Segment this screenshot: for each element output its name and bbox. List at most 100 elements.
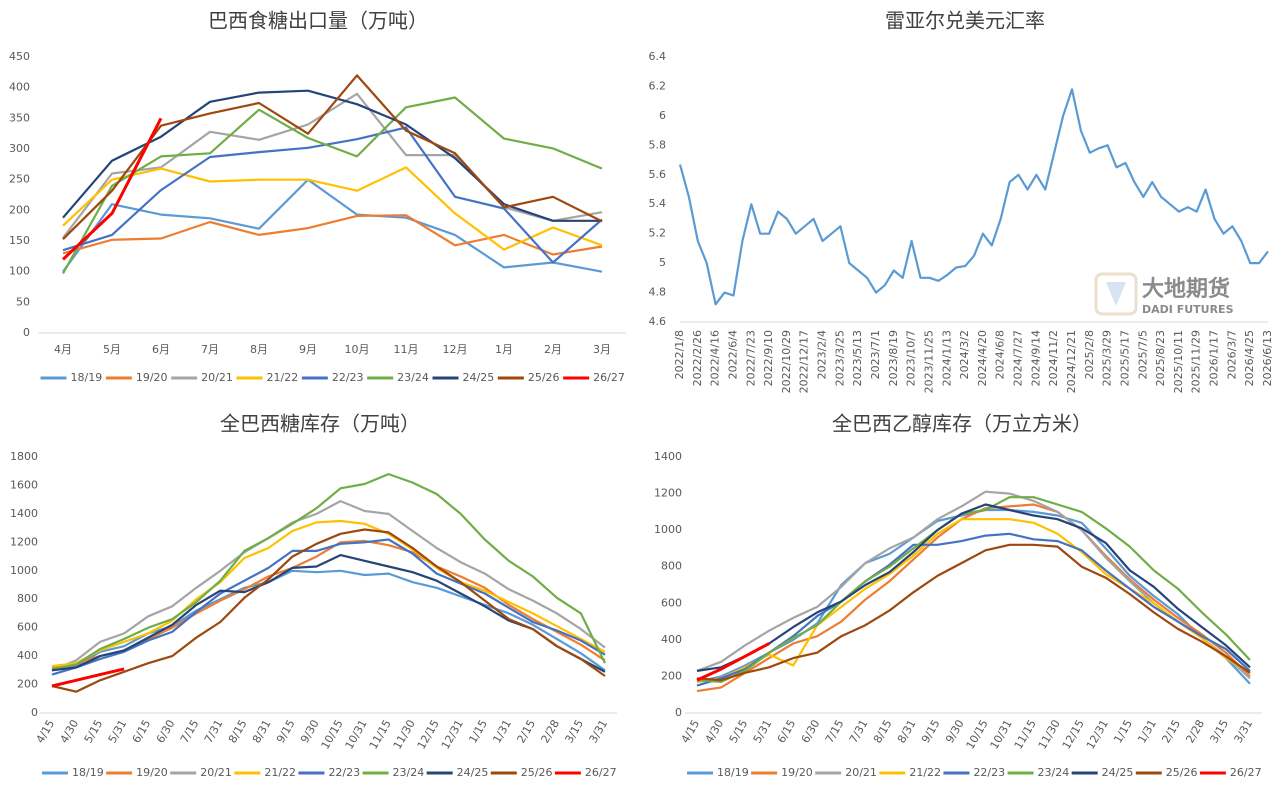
y-tick-label: 200 (661, 669, 682, 682)
legend-label: 20/21 (845, 766, 877, 779)
y-tick-label: 6.2 (649, 79, 667, 92)
x-tick-label: 8/31 (250, 718, 274, 746)
legend-label: 23/24 (1038, 766, 1070, 779)
y-tick-label: 6 (659, 109, 666, 122)
chart-title: 巴西食糖出口量（万吨） (208, 9, 428, 33)
x-tick-label: 2024/4/20 (976, 330, 989, 386)
series-line (51, 538, 606, 676)
x-tick-label: 2025/2/8 (1083, 330, 1096, 379)
x-tick-label: 11/30 (391, 718, 418, 752)
x-tick-label: 2026/1/17 (1208, 330, 1221, 386)
y-tick-label: 5 (659, 256, 666, 269)
x-tick-label: 1/31 (490, 718, 514, 746)
x-tick-label: 2025/8/23 (1154, 330, 1167, 386)
x-tick-label: 5/15 (82, 718, 106, 746)
x-tick-label: 2025/3/29 (1101, 330, 1114, 386)
series-line (62, 126, 603, 264)
y-tick-label: 1400 (10, 507, 38, 520)
x-tick-label: 2月 (544, 343, 562, 356)
x-tick-label: 2025/7/5 (1136, 330, 1149, 379)
x-tick-label: 2022/6/4 (726, 330, 739, 379)
x-tick-label: 9/15 (919, 718, 943, 746)
y-tick-label: 0 (675, 706, 682, 719)
x-tick-label: 7/31 (202, 718, 226, 746)
y-tick-label: 300 (9, 142, 30, 155)
legend-label: 24/25 (457, 766, 489, 779)
y-tick-label: 200 (17, 678, 38, 691)
x-tick-label: 2023/3/25 (833, 330, 846, 386)
series-line (61, 117, 163, 261)
x-tick-label: 2023/2/4 (816, 330, 829, 379)
x-tick-label: 1/31 (1135, 718, 1159, 746)
x-tick-label: 5月 (103, 343, 121, 356)
series-line (62, 178, 603, 273)
x-tick-label: 5/31 (751, 718, 775, 746)
x-tick-label: 2025/5/17 (1118, 330, 1131, 386)
watermark-cn: 大地期货 (1142, 276, 1230, 302)
y-tick-label: 1000 (654, 523, 682, 536)
y-tick-label: 0 (23, 326, 30, 339)
series-line (62, 89, 602, 222)
legend-label: 19/20 (136, 766, 168, 779)
x-tick-label: 3/31 (587, 718, 611, 746)
legend-label: 22/23 (973, 766, 1005, 779)
x-tick-label: 2022/7/23 (744, 330, 757, 386)
legend-label: 24/25 (1102, 766, 1134, 779)
y-tick-label: 50 (16, 295, 30, 308)
legend-label: 19/20 (136, 371, 168, 384)
x-tick-label: 12/31 (439, 718, 466, 752)
chart-title: 雷亚尔兑美元汇率 (885, 9, 1045, 33)
y-tick-label: 5.6 (649, 168, 667, 181)
y-tick-label: 450 (9, 50, 30, 63)
x-tick-label: 2023/8/19 (887, 330, 900, 386)
x-tick-label: 9/30 (943, 718, 967, 746)
legend-label: 21/22 (267, 371, 299, 384)
legend-label: 20/21 (201, 371, 233, 384)
x-tick-label: 2025/11/29 (1190, 330, 1203, 393)
x-tick-label: 11月 (394, 343, 419, 356)
x-tick-label: 12/15 (415, 718, 442, 752)
x-tick-label: 2024/3/2 (958, 330, 971, 379)
y-tick-label: 1200 (654, 487, 682, 500)
watermark-en: DADI FUTURES (1142, 303, 1234, 316)
x-tick-label: 12/31 (1084, 718, 1111, 752)
y-tick-label: 1600 (10, 478, 38, 491)
x-tick-label: 2022/9/10 (762, 330, 775, 386)
x-tick-label: 2023/10/7 (905, 330, 918, 386)
series-line (678, 88, 1269, 306)
y-tick-label: 600 (661, 596, 682, 609)
x-tick-label: 4/30 (58, 718, 82, 746)
series-line (51, 519, 606, 668)
legend-label: 22/23 (328, 766, 360, 779)
y-tick-label: 5.8 (649, 138, 667, 151)
series-line (696, 503, 1251, 672)
x-tick-label: 2024/1/13 (940, 330, 953, 386)
legend-label: 20/21 (200, 766, 232, 779)
series-line (51, 500, 606, 672)
x-tick-label: 2024/9/14 (1029, 330, 1042, 386)
x-tick-label: 2026/3/7 (1225, 330, 1238, 379)
y-tick-label: 800 (17, 592, 38, 605)
legend-label: 18/19 (71, 371, 103, 384)
x-tick-label: 2022/12/17 (798, 330, 811, 393)
series-line (62, 214, 603, 256)
series-line (696, 496, 1251, 683)
x-tick-label: 2023/11/25 (922, 330, 935, 393)
x-tick-label: 6/30 (154, 718, 178, 746)
x-tick-label: 7/31 (847, 718, 871, 746)
x-tick-label: 3/31 (1232, 718, 1256, 746)
y-tick-label: 0 (31, 706, 38, 719)
x-tick-label: 6/30 (799, 718, 823, 746)
x-tick-label: 2/15 (514, 718, 538, 746)
legend-label: 26/27 (1230, 766, 1262, 779)
legend-label: 18/19 (72, 766, 104, 779)
legend-label: 25/26 (1166, 766, 1198, 779)
x-tick-label: 8/15 (226, 718, 250, 746)
series-line (696, 532, 1251, 687)
x-tick-label: 8月 (250, 343, 268, 356)
x-tick-label: 10月 (345, 343, 370, 356)
y-tick-label: 1400 (654, 450, 682, 463)
x-tick-label: 7/15 (178, 718, 202, 746)
legend-label: 21/22 (264, 766, 296, 779)
